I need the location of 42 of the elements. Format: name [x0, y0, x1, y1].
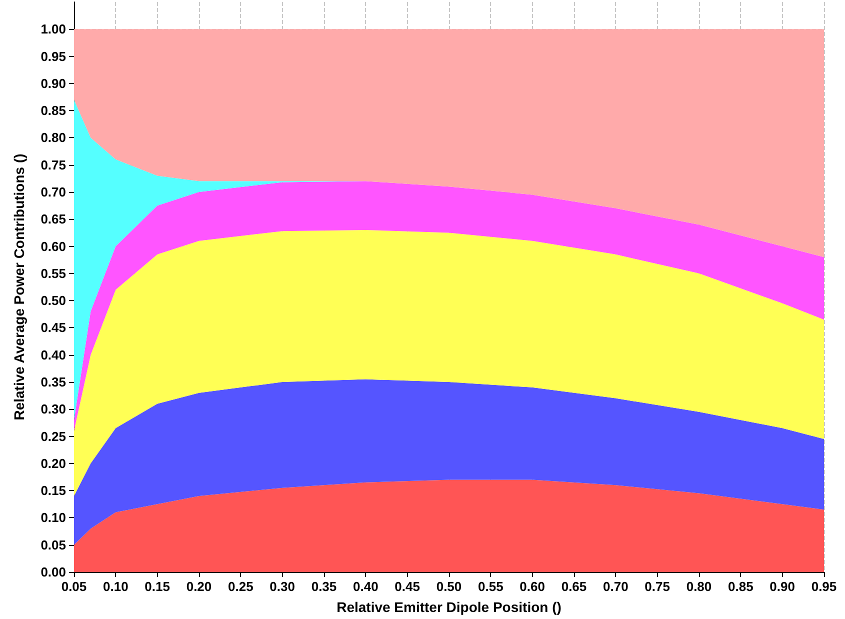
y-tick-label: 0.15	[40, 483, 66, 498]
x-tick-label: 0.85	[728, 579, 754, 594]
x-tick-label: 0.40	[353, 579, 378, 594]
y-tick-label: 0.95	[40, 48, 66, 64]
y-tick-label: 0.00	[40, 564, 66, 580]
y-tick-label: 0.75	[40, 157, 66, 172]
y-tick-label: 0.45	[40, 320, 66, 336]
x-tick-label: 0.75	[644, 579, 670, 594]
y-tick-label: 0.05	[40, 537, 66, 552]
x-tick-label: 0.90	[770, 579, 795, 594]
y-tick-label: 0.90	[40, 76, 66, 91]
y-tick-label: 0.30	[40, 402, 66, 417]
x-tick-label: 0.15	[144, 579, 170, 594]
x-tick-label: 0.30	[270, 579, 295, 594]
y-tick-label: 0.50	[40, 293, 66, 308]
y-tick-label: 0.20	[40, 456, 66, 471]
y-tick-label: 0.55	[40, 266, 66, 281]
x-tick-label: 0.65	[561, 579, 587, 594]
x-tick-label: 0.60	[520, 579, 545, 594]
x-tick-label: 0.05	[61, 579, 87, 594]
y-tick-label: 0.40	[40, 347, 66, 362]
x-tick-label: 0.10	[103, 579, 128, 594]
y-tick-label: 0.70	[40, 184, 66, 200]
x-tick-label: 0.80	[686, 579, 712, 594]
x-tick-label: 0.95	[811, 579, 837, 594]
y-tick-label: 0.25	[40, 428, 66, 444]
x-tick-label: 0.55	[478, 579, 504, 594]
x-tick-label: 0.35	[311, 579, 337, 594]
y-tick-label: 0.35	[40, 374, 66, 390]
y-tick-label: 0.60	[40, 238, 66, 254]
x-tick-label: 0.70	[603, 579, 628, 594]
y-axis-title: Relative Average Power Contributions ()	[11, 154, 27, 420]
x-tick-label: 0.25	[228, 579, 254, 594]
x-axis-title: Relative Emitter Dipole Position ()	[336, 599, 562, 615]
y-tick-label: 0.10	[40, 510, 66, 526]
x-tick-label: 0.50	[436, 579, 462, 594]
x-tick-label: 0.20	[186, 579, 212, 594]
y-tick-label: 0.80	[40, 130, 66, 146]
x-tick-label: 0.45	[394, 579, 420, 594]
y-tick-label: 0.85	[40, 103, 66, 118]
y-tick-label: 1.00	[40, 22, 66, 37]
y-tick-label: 0.65	[40, 212, 66, 227]
